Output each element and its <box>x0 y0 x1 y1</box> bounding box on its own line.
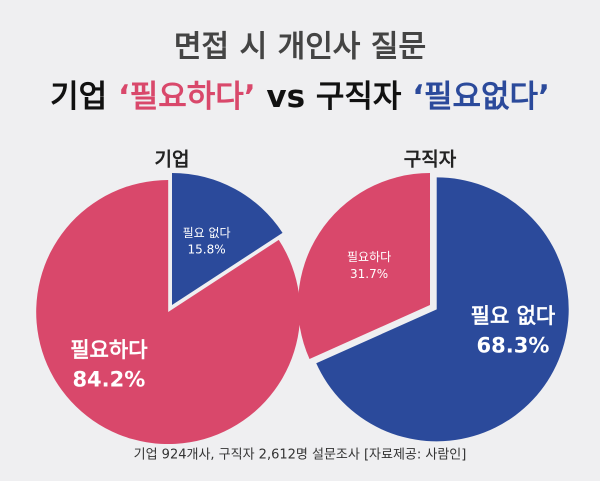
slice-value-label: 68.3% <box>477 334 550 358</box>
slice-value-label: 84.2% <box>72 367 145 391</box>
pie-slice <box>298 173 430 359</box>
pie-title: 구직자 <box>404 149 457 171</box>
subtitle-part: ‘필요없다’ <box>412 79 550 115</box>
pie-title: 기업 <box>155 149 190 171</box>
chart-subtitle: 기업 ‘필요하다’ vs 구직자 ‘필요없다’ <box>50 79 550 115</box>
slice-value-label: 15.8% <box>188 243 226 257</box>
pie-slice <box>36 180 301 445</box>
chart-title: 면접 시 개인사 질문 <box>174 30 426 65</box>
footnote: 기업 924개사, 구직자 2,612명 설문조사 [자료제공: 사람인] <box>134 448 467 463</box>
slice-category-label: 필요 없다 <box>471 304 556 328</box>
slice-category-label: 필요하다 <box>70 338 148 362</box>
slice-value-label: 31.7% <box>350 267 388 281</box>
subtitle-part: ‘필요하다’ <box>118 79 256 115</box>
pie-slice <box>172 173 283 305</box>
slice-category-label: 필요하다 <box>347 250 391 264</box>
pie-slice <box>316 177 569 442</box>
slice-category-label: 필요 없다 <box>183 226 231 240</box>
subtitle-part: 기업 <box>50 79 118 115</box>
subtitle-part: vs 구직자 <box>256 79 413 115</box>
